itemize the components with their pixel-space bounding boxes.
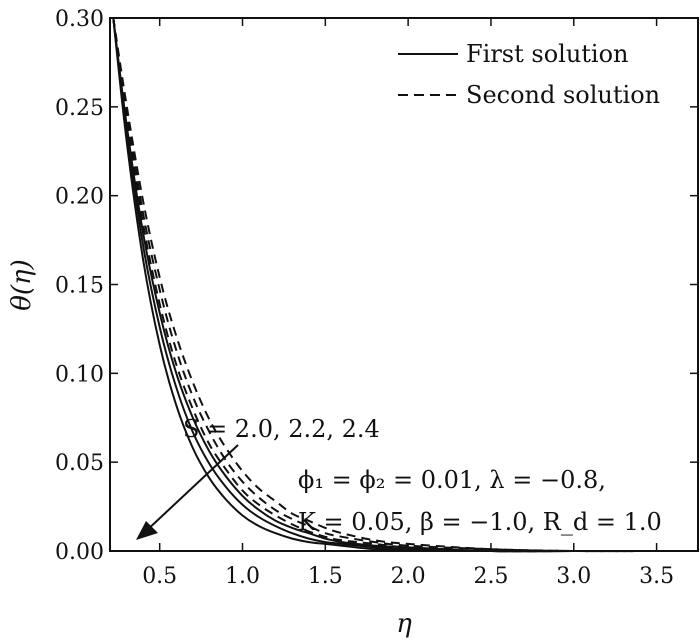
arrow-head-icon bbox=[136, 521, 158, 540]
y-tick-label: 0.30 bbox=[55, 7, 104, 32]
y-tick-label: 0.20 bbox=[55, 185, 104, 210]
x-tick-label: 0.5 bbox=[142, 564, 177, 589]
x-tick-label: 1.0 bbox=[225, 564, 260, 589]
series-layer bbox=[112, 17, 698, 553]
y-tick-label: 0.00 bbox=[55, 540, 104, 565]
y-axis-label: θ(η) bbox=[7, 259, 37, 311]
x-tick-label: 2.0 bbox=[391, 564, 426, 589]
y-tick-label: 0.15 bbox=[55, 274, 104, 299]
legend: First solution Second solution bbox=[398, 40, 660, 109]
legend-label-first: First solution bbox=[466, 40, 629, 68]
x-tick-label: 2.5 bbox=[473, 564, 508, 589]
x-axis-label: η bbox=[396, 609, 412, 639]
annotation-arrow bbox=[144, 444, 239, 533]
legend-label-second: Second solution bbox=[466, 81, 660, 109]
y-tick-label: 0.25 bbox=[55, 96, 104, 121]
series-line-dashed-5 bbox=[112, 17, 698, 553]
x-tick-label: 3.5 bbox=[639, 564, 674, 589]
y-tick-label: 0.05 bbox=[55, 451, 104, 476]
annotation-params-line2: K = 0.05, β = −1.0, R_d = 1.0 bbox=[298, 508, 662, 536]
y-tick-label: 0.10 bbox=[55, 362, 104, 387]
annotation-params-line1: ϕ₁ = ϕ₂ = 0.01, λ = −0.8, bbox=[298, 466, 606, 494]
x-tick-label: 1.5 bbox=[308, 564, 343, 589]
annotation-s-values: S = 2.0, 2.2, 2.4 bbox=[183, 415, 380, 443]
x-tick-label: 3.0 bbox=[556, 564, 591, 589]
series-line-dashed-4 bbox=[112, 17, 698, 553]
series-line-dashed-6 bbox=[112, 17, 698, 553]
axis-ticks: 0.5 1.0 1.5 2.0 2.5 3.0 3.5 0.00 0.05 0.10 0.15 0.2… bbox=[55, 7, 698, 589]
